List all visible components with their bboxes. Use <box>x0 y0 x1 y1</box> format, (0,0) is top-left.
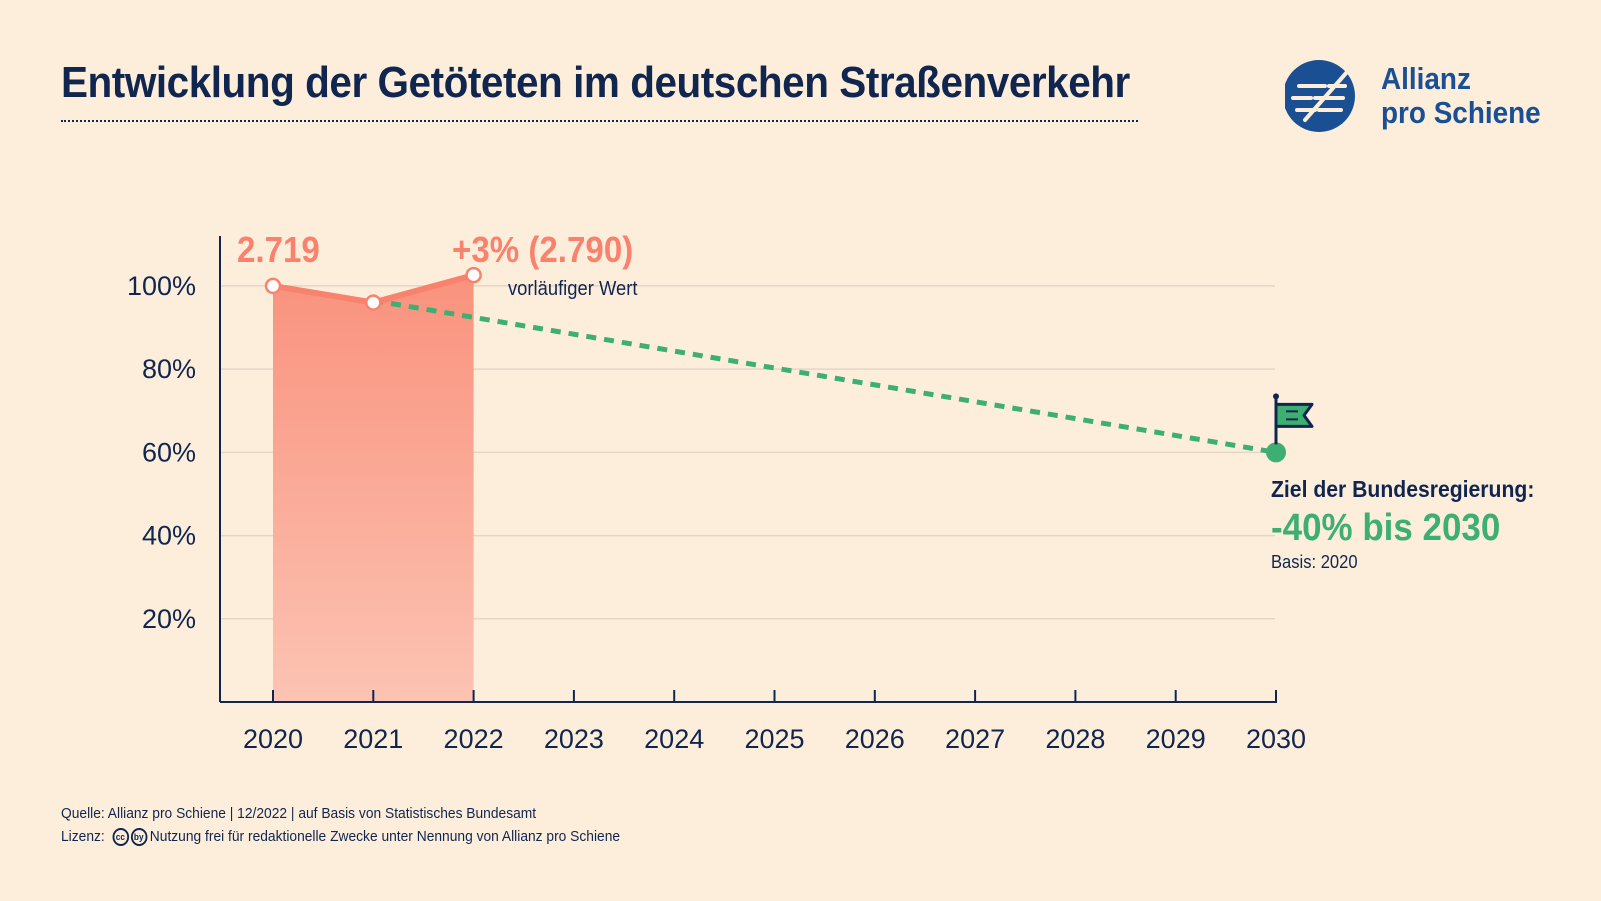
logo-line-1: Allianz <box>1381 61 1471 96</box>
axes <box>219 236 1277 703</box>
actual-point <box>365 294 382 311</box>
footer-license: Lizenz: cc by Nutzung frei für redaktion… <box>61 825 620 848</box>
series <box>264 266 1314 463</box>
allianz-logo-icon <box>1285 60 1355 132</box>
target-annotation: Ziel der Bundesregierung: -40% bis 2030 … <box>1271 476 1557 573</box>
end-change-label: +3% (2.790) <box>452 231 633 271</box>
target-point <box>1266 442 1286 463</box>
logo-line-2: pro Schiene <box>1381 95 1541 130</box>
y-tick-label: 80% <box>142 354 196 384</box>
x-tick-label: 2026 <box>845 724 905 754</box>
flag-pole-top <box>1273 393 1279 400</box>
actual-point <box>264 277 282 295</box>
actual-area <box>273 275 474 702</box>
x-tick-label: 2020 <box>243 724 303 754</box>
cc-icon: cc <box>112 827 129 846</box>
x-tick-label: 2027 <box>945 724 1005 754</box>
target-value: -40% bis 2030 <box>1271 507 1501 549</box>
x-tick-label: 2028 <box>1045 724 1105 754</box>
page-title: Entwicklung der Getöteten im deutschen S… <box>61 58 1130 107</box>
target-basis: Basis: 2020 <box>1271 552 1358 572</box>
logo-text: Allianz pro Schiene <box>1381 62 1541 130</box>
preliminary-note: vorläufiger Wert <box>508 278 638 300</box>
x-tick-label: 2022 <box>444 724 504 754</box>
labels: 20% 40% 60% 80% 100% 2020 2021 2022 2023 2024 2025… <box>127 231 1306 754</box>
footer: Quelle: Allianz pro Schiene | 12/2022 | … <box>61 802 620 848</box>
license-label: Lizenz: <box>61 828 105 845</box>
actual-area-fill <box>273 275 474 702</box>
license-text: Nutzung frei für redaktionelle Zwecke un… <box>149 828 621 845</box>
target-line <box>372 298 1277 455</box>
x-tick-label: 2029 <box>1146 724 1206 754</box>
target-flag-icon <box>1274 402 1314 428</box>
y-tick-label: 20% <box>142 604 196 634</box>
target-label: Ziel der Bundesregierung: <box>1271 476 1535 502</box>
footer-source: Quelle: Allianz pro Schiene | 12/2022 | … <box>61 805 537 822</box>
y-tick-label: 40% <box>142 521 196 551</box>
x-tick-label: 2023 <box>544 724 604 754</box>
x-tick-label: 2024 <box>644 724 704 754</box>
start-value-label: 2.719 <box>237 231 320 271</box>
by-icon: by <box>130 827 148 846</box>
title-divider <box>61 120 1138 122</box>
actual-point <box>465 266 482 284</box>
y-tick-label: 60% <box>142 437 196 467</box>
x-tick-label: 2025 <box>744 724 804 754</box>
x-tick-label: 2030 <box>1246 724 1306 754</box>
cc-license-icon: cc by <box>112 827 148 846</box>
x-tick-label: 2021 <box>343 724 403 754</box>
y-tick-label: 100% <box>127 271 196 301</box>
